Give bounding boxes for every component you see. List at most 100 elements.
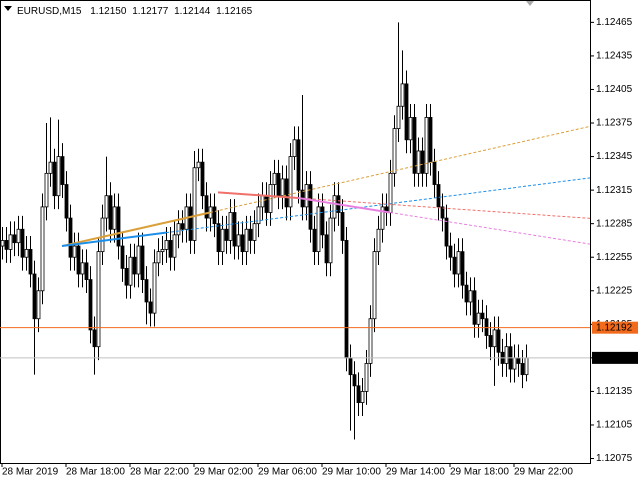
- candle-body: [340, 212, 345, 241]
- x-tick-label: 28 Mar 22:00: [130, 467, 189, 478]
- candle-body: [348, 357, 353, 376]
- trend-ray: [297, 197, 591, 219]
- candle-body: [324, 234, 329, 264]
- candle-body: [156, 251, 161, 264]
- y-tick-label: 1.12225: [596, 285, 633, 296]
- candle-body: [416, 150, 421, 174]
- candle-body: [404, 83, 409, 141]
- candle-body: [464, 284, 469, 303]
- menu-arrow[interactable]: [4, 6, 12, 11]
- candle-body: [16, 228, 21, 244]
- candle-body: [308, 184, 313, 230]
- candle-body: [56, 156, 61, 197]
- candle-body: [116, 206, 121, 247]
- candle-body: [448, 245, 453, 258]
- candle-body: [332, 195, 337, 219]
- candle-body: [40, 206, 45, 292]
- candle-body: [460, 251, 465, 286]
- plot-frame: [0, 0, 591, 464]
- y-tick-label: 1.12075: [596, 453, 633, 464]
- candle-body: [456, 251, 461, 275]
- x-tick-label: 29 Mar 06:00: [258, 467, 317, 478]
- candle-body: [444, 217, 449, 247]
- candle-body: [100, 217, 105, 253]
- candle-body: [484, 318, 489, 336]
- candle-body: [304, 184, 309, 208]
- candle-body: [392, 128, 397, 174]
- candle-body: [240, 234, 245, 253]
- candle-body: [140, 245, 145, 280]
- header: EURUSD,M15 1.12150 1.12177 1.12144 1.121…: [17, 6, 253, 17]
- candle-body: [220, 228, 225, 253]
- trend-ray: [165, 177, 591, 234]
- candle-body: [148, 301, 153, 314]
- trend-line: [297, 196, 391, 214]
- candle-body: [236, 234, 241, 247]
- candle-body: [372, 251, 377, 320]
- candle-body: [228, 212, 233, 241]
- candle-body: [52, 161, 57, 197]
- candle-body: [192, 167, 197, 241]
- candle-body: [364, 363, 369, 392]
- candle-body: [432, 161, 437, 185]
- y-tick-label: 1.12465: [596, 17, 633, 28]
- shift-marker: [526, 1, 534, 6]
- candle-body: [32, 273, 37, 320]
- candle-body: [60, 156, 65, 185]
- trend-line: [217, 191, 299, 199]
- symbol: EURUSD,M15: [17, 6, 82, 17]
- candle-body: [212, 206, 217, 225]
- candle-body: [396, 105, 401, 130]
- candle-body: [412, 117, 417, 174]
- ohlc-label: 1.12150: [90, 6, 127, 17]
- candle-body: [520, 363, 525, 376]
- candle-body: [28, 248, 33, 275]
- candle-body: [248, 228, 253, 241]
- candle-body: [108, 195, 113, 230]
- candle-body: [216, 223, 221, 253]
- price-label: 1.12192: [596, 322, 633, 333]
- candle-body: [44, 172, 49, 208]
- candle-body: [80, 262, 85, 275]
- candle-body: [376, 228, 381, 253]
- candle-body: [24, 248, 29, 258]
- y-tick-label: 1.12435: [596, 51, 633, 62]
- candle-body: [420, 150, 425, 174]
- candle-body: [328, 217, 333, 264]
- candle-body: [436, 184, 441, 208]
- candle-body: [428, 117, 433, 163]
- candle-body: [244, 228, 249, 253]
- candle-body: [144, 279, 149, 303]
- candle-body: [516, 357, 521, 364]
- candle-body: [112, 206, 117, 230]
- candle-body: [124, 268, 129, 286]
- candle-body: [0, 240, 5, 247]
- candle-body: [280, 178, 285, 197]
- candle-body: [288, 156, 293, 208]
- trend-line: [61, 231, 167, 248]
- candle-body: [264, 195, 269, 213]
- x-tick-label: 29 Mar 14:00: [386, 467, 445, 478]
- candle-body: [20, 228, 25, 258]
- y-tick-label: 1.12405: [596, 84, 633, 95]
- candle-body: [36, 290, 41, 320]
- y-tick-label: 1.12255: [596, 252, 633, 263]
- price-label-box: [592, 321, 638, 334]
- candle-body: [120, 245, 125, 269]
- ohlc-label: 1.12165: [216, 6, 253, 17]
- candle-body: [64, 184, 69, 219]
- candle-body: [452, 256, 457, 275]
- y-tick-label: 1.12315: [596, 185, 633, 196]
- candle-body: [344, 240, 349, 359]
- candle-body: [252, 223, 257, 241]
- candle-body: [488, 335, 493, 348]
- candle-body: [136, 245, 141, 275]
- candle-body: [356, 385, 361, 404]
- candle-body: [360, 391, 365, 404]
- candle-body: [8, 234, 13, 250]
- price-label: 1.12165: [596, 353, 633, 364]
- y-tick-label: 1.12375: [596, 118, 633, 129]
- x-tick-label: 29 Mar 22:00: [514, 467, 573, 478]
- candle-body: [472, 290, 477, 325]
